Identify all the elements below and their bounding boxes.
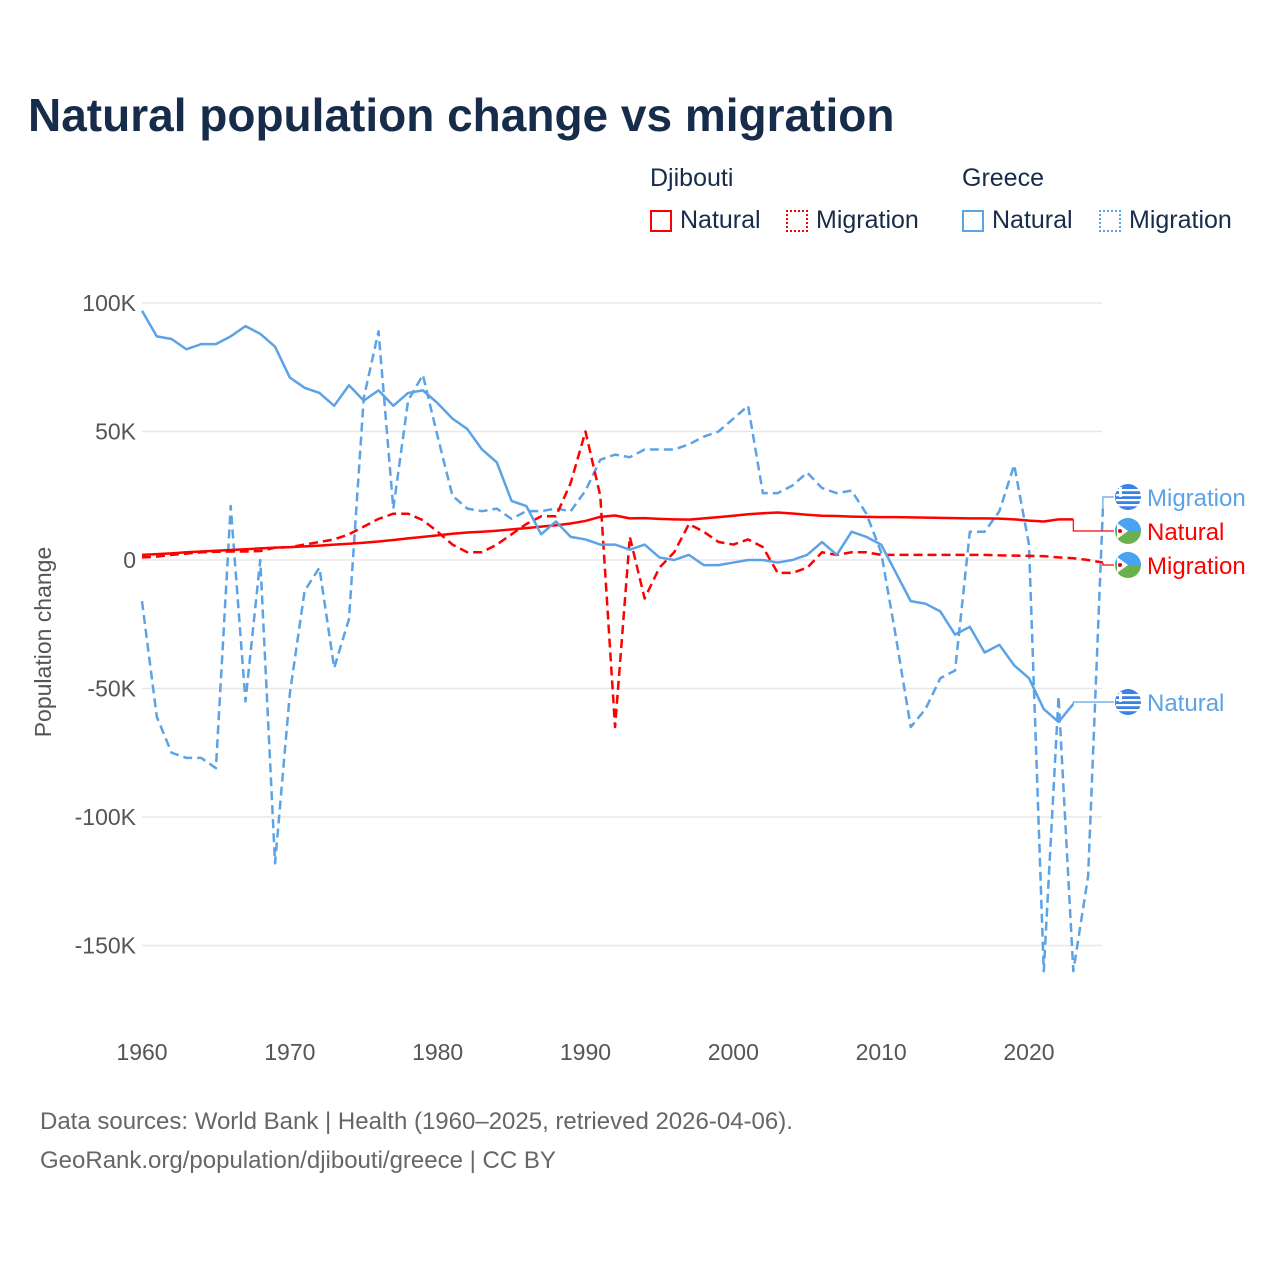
y-tick-label: 50K	[95, 419, 137, 445]
footer-link[interactable]: GeoRank.org/population/djibouti/greece |…	[40, 1147, 556, 1174]
greece-migration-line	[140, 330, 1105, 973]
y-tick-label: 0	[123, 547, 136, 573]
x-tick-label: 1990	[560, 1039, 611, 1065]
x-tick-label: 1980	[412, 1039, 463, 1065]
solid-swatch-icon	[650, 209, 672, 232]
greece-natural-line	[140, 310, 1075, 724]
footer-sources: Data sources: World Bank | Health (1960–…	[40, 1108, 793, 1135]
label-leader-line	[1072, 701, 1114, 704]
legend-group-djibouti-title: Djibouti	[650, 164, 734, 192]
series-end-label: Migration	[1147, 553, 1246, 580]
series-end-label: Natural	[1147, 519, 1224, 546]
y-tick-label: -150K	[75, 933, 137, 959]
djibouti-flag-icon	[1115, 552, 1141, 578]
y-axis-label: Population change	[30, 547, 56, 738]
legend-group-greece-title: Greece	[962, 164, 1044, 192]
series-end-label: Migration	[1147, 485, 1246, 512]
dotted-swatch-icon	[786, 209, 808, 232]
legend-greece-natural[interactable]: Natural	[962, 206, 1073, 235]
legend-label: Natural	[680, 206, 761, 234]
dotted-swatch-icon	[1099, 209, 1121, 232]
x-tick-label: 2020	[1003, 1039, 1054, 1065]
legend-label: Natural	[992, 206, 1073, 234]
x-tick-label: 1960	[116, 1039, 167, 1065]
greece-flag-icon	[1115, 689, 1141, 715]
label-leader-line	[1102, 496, 1114, 509]
label-leader-line	[1072, 519, 1114, 532]
greece-flag-icon	[1115, 484, 1141, 510]
y-tick-label: 100K	[82, 290, 136, 316]
y-tick-label: -100K	[75, 804, 137, 830]
legend-djibouti-migration[interactable]: Migration	[786, 206, 919, 235]
label-leader-line	[1102, 562, 1114, 566]
legend-djibouti-natural[interactable]: Natural	[650, 206, 761, 235]
legend-greece-migration[interactable]: Migration	[1099, 206, 1232, 235]
legend-label: Migration	[1129, 206, 1232, 234]
djibouti-migration-line	[141, 430, 1104, 729]
solid-swatch-icon	[962, 209, 984, 232]
x-tick-label: 2000	[708, 1039, 759, 1065]
djibouti-flag-icon	[1115, 518, 1141, 544]
line-chart: 100K 50K 0 -50K -100K -150K 1960 1970 1980 1990 20…	[30, 290, 1246, 1065]
series-end-label: Natural	[1147, 690, 1224, 717]
x-tick-label: 2010	[856, 1039, 907, 1065]
legend-label: Migration	[816, 206, 919, 234]
chart-title: Natural population change vs migration	[28, 89, 895, 141]
y-tick-label: -50K	[87, 676, 136, 702]
x-tick-label: 1970	[264, 1039, 315, 1065]
